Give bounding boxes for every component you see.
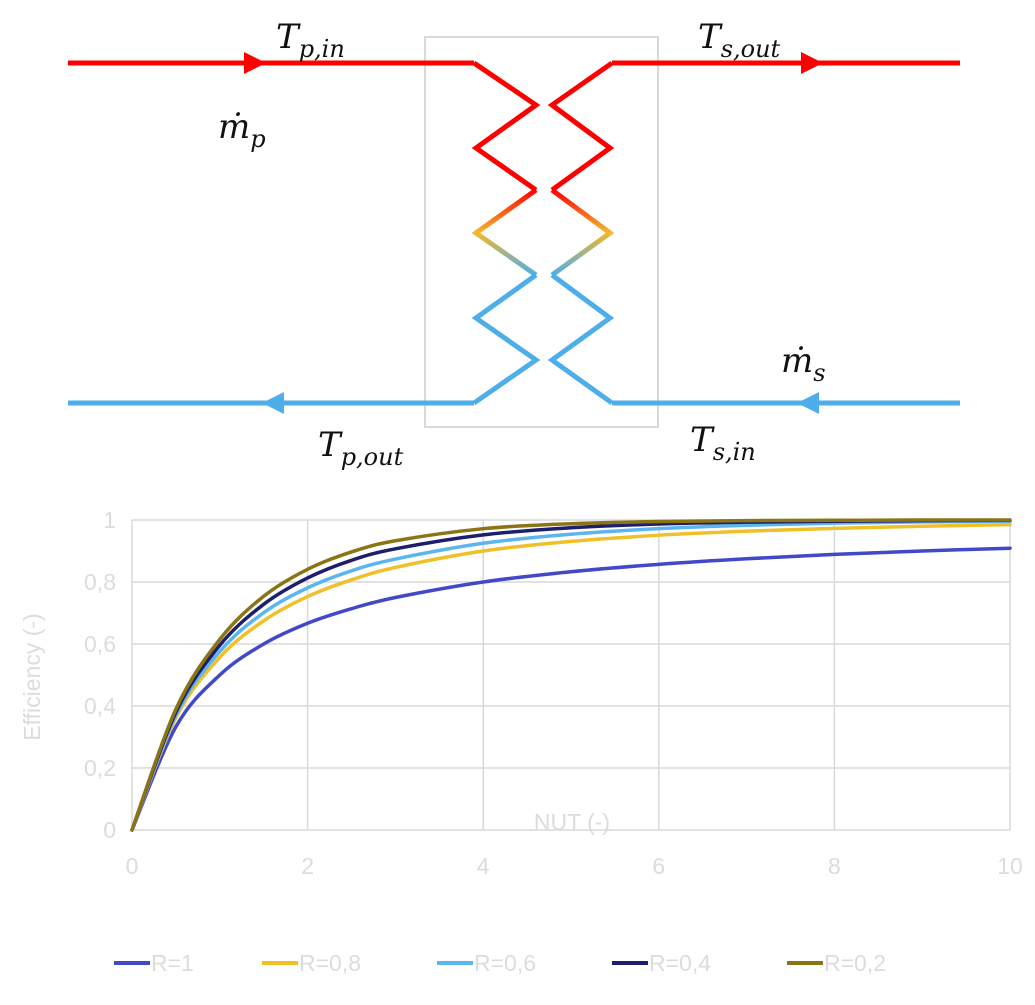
exchanger-box — [424, 36, 659, 428]
chart-grid — [131, 519, 1011, 831]
legend-label: R=1 — [151, 950, 194, 976]
label-t-p-in: Tp,in — [276, 17, 345, 63]
series-line-1 — [130, 522, 1012, 832]
chart-series — [130, 518, 1012, 832]
label-t-s-in: Ts,in — [690, 420, 756, 466]
label-t-p-out: Tp,out — [318, 425, 404, 471]
chart-legend: R=1 R=0,8 R=0,6 R=0,4 R=0,2 — [114, 950, 886, 976]
primary-zigzag-cold — [471, 272, 541, 406]
x-tick-label: 2 — [301, 853, 314, 879]
x-tick-label: 8 — [828, 853, 841, 879]
series-line-0 — [130, 546, 1012, 832]
x-axis-title: NUT (-) — [534, 809, 610, 835]
x-tick-label: 6 — [652, 853, 665, 879]
legend-item-0: R=1 — [114, 950, 194, 976]
legend-label: R=0,2 — [824, 950, 886, 976]
secondary-zigzag-transition — [550, 187, 615, 278]
legend-item-3: R=0,4 — [612, 950, 711, 976]
secondary-zigzag-hot — [547, 60, 615, 193]
label-m-p: ṁp — [218, 107, 266, 153]
series-line-3 — [130, 518, 1012, 832]
chart-tick-labels: 00,20,40,60,810 2 4 6 8 10 — [84, 507, 1023, 879]
label-m-s: ṁs — [781, 341, 826, 387]
primary-zigzag-hot — [471, 60, 541, 193]
flow-arrow-left-icon — [262, 392, 284, 414]
y-tick-label: 0,4 — [84, 693, 116, 719]
secondary-zigzag-cold — [547, 272, 615, 406]
y-tick-label: 0,2 — [84, 755, 116, 781]
legend-label: R=0,6 — [474, 950, 536, 976]
legend-item-2: R=0,6 — [437, 950, 536, 976]
y-axis-title: Efficiency (-) — [19, 613, 45, 740]
x-tick-label: 4 — [477, 853, 490, 879]
flow-arrow-right-icon — [244, 52, 266, 74]
series-line-2 — [130, 519, 1012, 832]
y-tick-label: 0,6 — [84, 631, 116, 657]
legend-label: R=0,4 — [649, 950, 711, 976]
legend-item-4: R=0,2 — [787, 950, 886, 976]
flow-arrow-right-icon — [801, 52, 823, 74]
y-tick-label: 1 — [103, 507, 116, 533]
x-tick-label: 0 — [126, 853, 139, 879]
primary-zigzag-transition — [471, 187, 538, 278]
series-line-4 — [130, 518, 1012, 832]
legend-item-1: R=0,8 — [262, 950, 361, 976]
label-t-s-out: Ts,out — [698, 17, 781, 63]
efficiency-chart: 00,20,40,60,810 2 4 6 8 10 NUT (-) Efficiency… — [19, 507, 1023, 976]
y-tick-label: 0,8 — [84, 569, 116, 595]
legend-label: R=0,8 — [299, 950, 361, 976]
x-tick-label: 10 — [997, 853, 1023, 879]
heat-exchanger-diagram: Tp,in Ts,out ṁp ṁs Tp,out Ts,in — [68, 17, 960, 471]
y-tick-label: 0 — [103, 817, 116, 843]
flow-arrow-left-icon — [797, 392, 819, 414]
